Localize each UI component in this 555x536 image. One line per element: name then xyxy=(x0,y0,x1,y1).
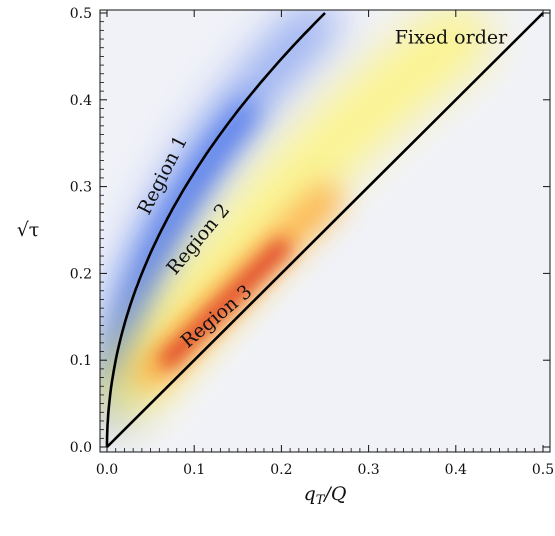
region-1-core xyxy=(104,101,258,385)
x-axis-label: qT/Q xyxy=(304,483,347,508)
y-tick-label: 0.5 xyxy=(70,6,92,22)
y-tick-label: 0.3 xyxy=(70,180,92,196)
sqrt-boundary-curve xyxy=(105,12,326,447)
axis-ticks: 0.0 0.1 0.2 0.3 0.4 0.5 0.0 0.1 0.2 0.3 0.4 0.5 xyxy=(70,6,554,478)
y-tick-label: 0.2 xyxy=(70,266,92,282)
linear-boundary-line xyxy=(106,12,544,448)
region-3-core xyxy=(159,238,291,370)
x-tick-label: 0.3 xyxy=(357,462,379,478)
y-tick-label: 0.0 xyxy=(70,440,92,456)
yellow-band xyxy=(100,10,491,425)
x-tick-label: 0.0 xyxy=(96,462,118,478)
x-tick-label: 0.2 xyxy=(270,462,292,478)
x-tick-label: 0.5 xyxy=(532,462,554,478)
y-axis-label: √τ xyxy=(17,219,40,241)
y-tick-label: 0.4 xyxy=(70,93,92,109)
fixed-order-label: Fixed order xyxy=(395,26,508,48)
boundary-curves xyxy=(105,12,544,448)
y-tick-label: 0.1 xyxy=(70,353,92,369)
x-tick-label: 0.1 xyxy=(183,462,205,478)
x-tick-label: 0.4 xyxy=(445,462,467,478)
